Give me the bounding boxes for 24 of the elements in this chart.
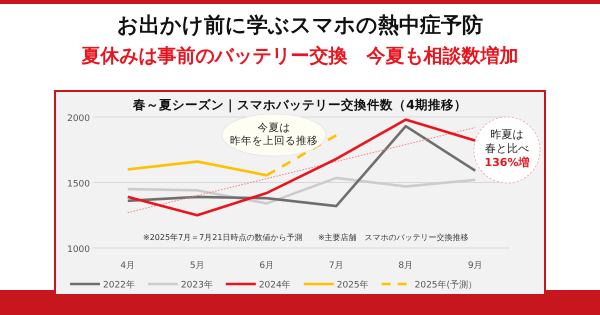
chart-title: 春～夏シーズン｜スマホバッテリー交換件数（4期推移） — [132, 97, 467, 113]
text: 夏休みは事前のバッテリー交換 今夏も相談数増加 — [80, 45, 518, 67]
annotation: ※主要店舗 スマホのバッテリー交換推移 — [318, 233, 469, 242]
legend-label: 2025年(予測） — [414, 280, 478, 290]
x-tick-label: 7月 — [328, 261, 344, 271]
y-tick-label: 1000 — [67, 245, 90, 255]
annotation: 昨夏は — [490, 128, 524, 141]
x-tick-label: 8月 — [398, 261, 414, 271]
annotation: ※2025年7月＝7月21日時点の数値から予測 — [143, 233, 302, 242]
annotation: 昨年を上回る推移 — [230, 134, 318, 147]
legend-label: 2022年 — [103, 280, 135, 290]
annotation: 今夏は — [258, 122, 290, 134]
annotation: 春と比べ — [485, 142, 529, 155]
legend-label: 2023年 — [180, 280, 213, 290]
x-tick-label: 5月 — [190, 261, 205, 271]
x-tick-label: 9月 — [468, 261, 483, 271]
legend-label: 2024年 — [258, 280, 291, 290]
x-tick-label: 4月 — [120, 261, 136, 271]
text: お出かけ前に学ぶスマホの熱中症予防 — [117, 13, 483, 37]
legend-label: 2025年 — [336, 280, 369, 290]
annotation: 136%増 — [484, 156, 530, 169]
x-tick-label: 6月 — [259, 261, 274, 271]
y-tick-label: 1500 — [67, 180, 90, 190]
y-tick-label: 2000 — [67, 114, 90, 124]
